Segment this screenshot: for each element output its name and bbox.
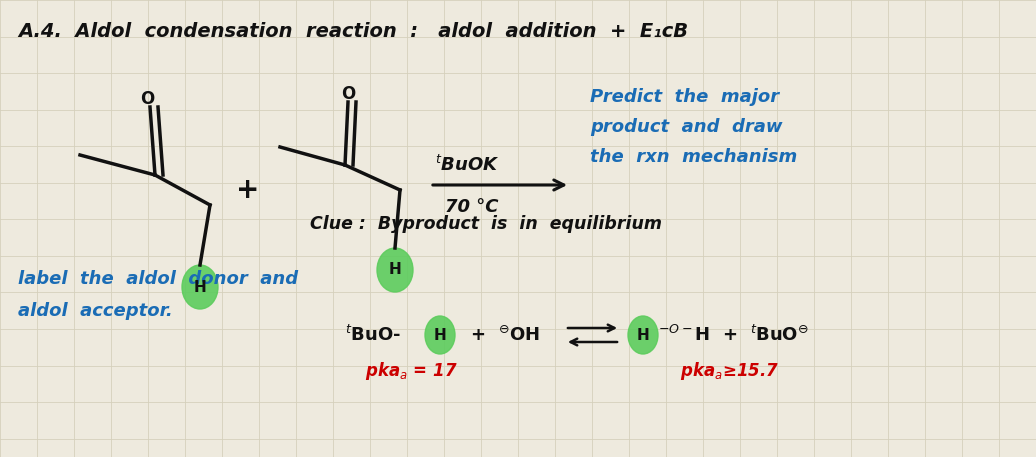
- Text: H: H: [434, 328, 447, 342]
- Text: $^t$BuO-: $^t$BuO-: [345, 325, 401, 345]
- Text: H: H: [194, 280, 206, 294]
- Text: label  the  aldol  donor  and: label the aldol donor and: [18, 270, 298, 288]
- Ellipse shape: [377, 248, 413, 292]
- Text: product  and  draw: product and draw: [589, 118, 782, 136]
- Text: O: O: [341, 85, 355, 103]
- Text: 70 °C: 70 °C: [445, 198, 498, 216]
- Text: +  $^{\ominus}$OH: + $^{\ominus}$OH: [458, 325, 540, 345]
- Text: aldol  acceptor.: aldol acceptor.: [18, 302, 173, 320]
- Text: pka$_a$≥15.7: pka$_a$≥15.7: [680, 360, 779, 382]
- Text: O: O: [140, 90, 154, 108]
- Text: A.4.  Aldol  condensation  reaction  :   aldol  addition  +  E₁cB: A.4. Aldol condensation reaction : aldol…: [18, 22, 688, 41]
- Ellipse shape: [182, 265, 218, 309]
- Text: +: +: [236, 176, 260, 204]
- Text: Clue :  Byproduct  is  in  equilibrium: Clue : Byproduct is in equilibrium: [310, 215, 662, 233]
- Ellipse shape: [628, 316, 658, 354]
- Text: Predict  the  major: Predict the major: [589, 88, 779, 106]
- Text: H: H: [388, 262, 401, 277]
- Text: the  rxn  mechanism: the rxn mechanism: [589, 148, 798, 166]
- Text: $^t$BuOK: $^t$BuOK: [435, 155, 499, 175]
- Text: H: H: [637, 328, 650, 342]
- Ellipse shape: [425, 316, 455, 354]
- Text: pka$_a$ = 17: pka$_a$ = 17: [365, 360, 458, 382]
- Text: $^{-O-}$H  +  $^t$BuO$^{\ominus}$: $^{-O-}$H + $^t$BuO$^{\ominus}$: [658, 325, 809, 345]
